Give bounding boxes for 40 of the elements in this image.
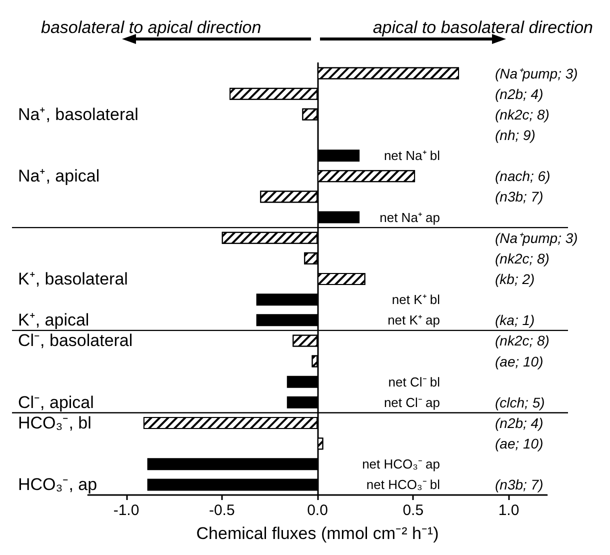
data-label: net HCO₃⁻ ap [362,456,440,472]
data-label: net Na⁺ ap [380,210,440,225]
y-tick-label: Na⁺, apical [18,166,100,186]
x-tick-label: 1.0 [498,502,520,519]
y2-tick-label: (kb; 2) [495,271,535,287]
x-tick-label: 0.0 [307,502,328,519]
y-tick-label: K⁺, apical [18,310,90,330]
data-label: net K⁺ ap [388,312,440,328]
y2-tick-label: (ae; 10) [495,353,544,370]
y2-tick-label: (ka; 1) [495,312,535,328]
data-label: net Na⁺ bl [384,148,440,164]
y2-tick-label: (n3b; 7) [495,188,544,205]
data-label: net HCO₃⁻ bl [366,477,440,492]
text: basolateral to apical direction [41,18,262,37]
y-tick-label: Cl⁻, apical [18,392,94,412]
text: apical to basolateral direction [372,18,593,37]
y-tick-label: Cl⁻, basolateral [18,331,133,350]
y2-tick-label: (ae; 10) [495,436,544,452]
y2-tick-label: (n2b; 4) [495,415,544,431]
x-tick-label: -1.0 [113,502,140,519]
y-tick-label: HCO₃⁻, ap [18,475,98,494]
x-tick-label: -0.5 [208,502,235,519]
x-axis-title: Chemical fluxes (mmol cm⁻² h⁻¹) [196,524,439,543]
y-tick-label: HCO₃⁻, bl [18,414,92,432]
data-label: net Cl⁻ ap [384,394,440,410]
y2-tick-label: (Na⁺pump; 3) [495,65,578,82]
data-label: net K⁺ bl [392,292,440,308]
y2-tick-label: (nh; 9) [495,127,536,143]
y2-tick-label: (nk2c; 8) [495,250,550,266]
y2-tick-label: (n2b; 4) [495,86,544,102]
data-label: net Cl⁻ bl [388,374,440,390]
x-tick-label: 0.5 [402,502,424,519]
y-tick-label: Na⁺, basolateral [18,104,138,124]
y2-tick-label: (Na⁺pump; 3) [495,230,578,246]
y2-tick-label: (nk2c; 8) [495,106,550,122]
y-tick-label: K⁺, basolateral [18,270,128,288]
y2-tick-label: (n3b; 7) [495,476,544,493]
y2-tick-label: (nk2c; 8) [495,332,550,349]
y2-tick-label: (nach; 6) [495,168,550,184]
y2-tick-label: (clch; 5) [495,394,545,410]
